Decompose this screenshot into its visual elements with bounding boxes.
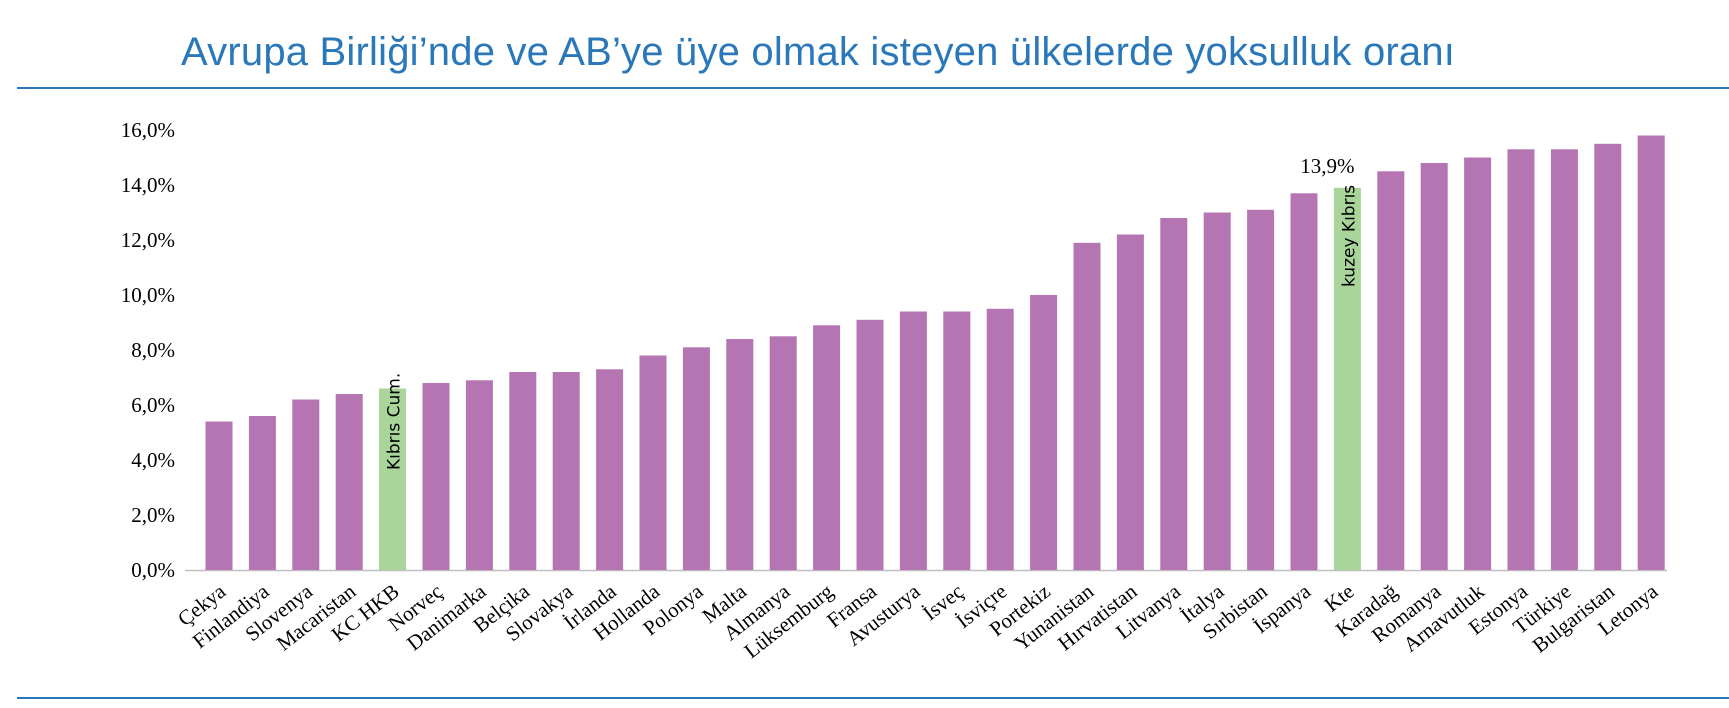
bar — [596, 369, 624, 571]
y-axis: 0,0% 2,0% 4,0% 6,0% 8,0% 10,0% 12,0% 14,0% 16,0% — [121, 118, 1667, 582]
bar-inner-label: kuzey Kıbrıs — [1339, 185, 1359, 287]
bar — [899, 311, 927, 570]
data-label: 13,9% — [1300, 154, 1354, 178]
y-tick-label: 10,0% — [121, 283, 175, 307]
y-tick-label: 8,0% — [131, 338, 175, 362]
bar — [1464, 157, 1492, 570]
bar — [986, 308, 1014, 571]
bar — [1377, 171, 1405, 571]
bar — [1116, 234, 1144, 570]
y-tick-label: 2,0% — [131, 503, 175, 527]
bar — [552, 372, 580, 570]
bar — [422, 383, 450, 570]
bar — [1203, 212, 1231, 570]
bar — [205, 421, 233, 570]
bar — [1550, 149, 1578, 571]
bar — [813, 325, 841, 571]
bar — [1420, 163, 1448, 570]
bar — [943, 311, 971, 570]
bar — [1290, 193, 1318, 571]
bar — [1073, 242, 1101, 571]
bar — [1030, 295, 1058, 570]
bar-series — [205, 135, 1665, 571]
y-tick-label: 6,0% — [131, 393, 175, 417]
bar — [1637, 135, 1665, 570]
bar — [1594, 143, 1622, 571]
bar — [1160, 218, 1188, 570]
bar-highlight — [1333, 187, 1361, 571]
bar — [682, 347, 710, 571]
bar — [335, 394, 363, 570]
title-rule — [17, 87, 1729, 89]
y-tick-label: 0,0% — [131, 558, 175, 582]
bottom-rule — [17, 697, 1729, 699]
chart-title: Avrupa Birliği’nde ve AB’ye üye olmak is… — [181, 30, 1456, 74]
bar — [639, 355, 667, 570]
bar — [509, 372, 537, 570]
y-tick-label: 12,0% — [121, 228, 175, 252]
y-tick-label: 4,0% — [131, 448, 175, 472]
bar — [465, 380, 493, 571]
annotations: Kıbrıs Cum. kuzey Kıbrıs 13,9% — [385, 154, 1360, 470]
bar-inner-label: Kıbrıs Cum. — [385, 373, 405, 470]
bar — [292, 399, 320, 570]
y-tick-label: 14,0% — [121, 173, 175, 197]
bar — [726, 339, 754, 570]
bar — [248, 416, 276, 570]
y-tick-label: 16,0% — [121, 118, 175, 142]
bar — [1247, 209, 1275, 571]
bar — [856, 319, 884, 571]
bar — [1507, 149, 1535, 571]
bar — [769, 336, 797, 571]
bar-highlight — [379, 388, 407, 570]
